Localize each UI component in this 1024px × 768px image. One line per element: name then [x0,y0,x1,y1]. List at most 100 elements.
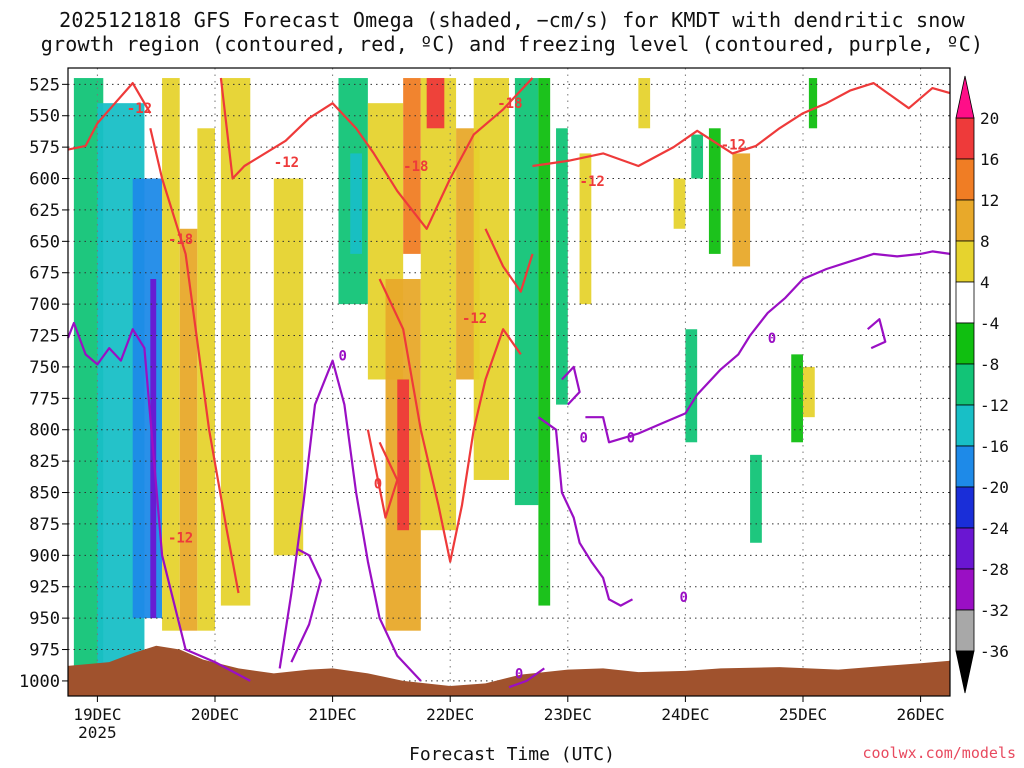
x-tick-label-6: 25DEC [779,705,827,724]
freezing-contour-0 [66,321,251,682]
omega-cell-21 [556,128,568,405]
y-tick-label-7: 700 [29,295,60,315]
contour-label-11: 0 [580,430,588,446]
y-tick-label-10: 775 [29,389,60,409]
colorbar-bin-10 [955,527,975,570]
x-axis-label: Forecast Time (UTC) [409,744,615,765]
dgz-contour-4 [378,278,522,563]
omega-cell-25 [685,329,698,443]
contour-label-8: -12 [580,174,605,190]
omega-cell-14 [403,78,421,254]
colorbar-top-cap [955,75,975,119]
dgz-contour-2 [219,77,534,230]
y-tick-label-17: 950 [29,609,60,629]
freezing-contour-6 [561,365,581,406]
contour-label-5: 0 [374,477,382,493]
colorbar-label-9: -20 [980,478,1009,497]
y-tick-label-9: 750 [29,358,60,378]
contour-label-9: -12 [721,138,746,154]
colorbar-label-5: -4 [980,314,999,333]
colorbar-label-7: -12 [980,396,1009,415]
omega-cell-27 [708,128,721,254]
freezing-contour-3 [508,667,545,689]
y-tick-label-15: 900 [29,546,60,566]
freezing-contour-7 [866,318,887,350]
colorbar-label-13: -36 [980,642,1009,661]
omega-cell-28 [732,153,751,267]
freezing-contour-5 [585,250,951,444]
y-tick-label-14: 875 [29,515,60,535]
y-tick-label-18: 975 [29,641,60,661]
contour-label-4: -18 [403,159,428,175]
grid [68,68,950,696]
omega-cell-29 [750,454,762,543]
contour-label-15: 0 [338,349,346,365]
omega-cell-19 [514,78,539,506]
contour-label-3: -12 [274,155,299,171]
x-year-label: 2025 [78,723,117,742]
contour-label-13: 0 [680,590,688,606]
colorbar-label-11: -28 [980,560,1009,579]
y-tick-label-19: 1000 [19,672,60,692]
colorbar-label-2: 12 [980,191,999,210]
dgz-contour-3 [532,81,951,168]
omega-cell-16 [426,78,445,129]
colorbar-bin-2 [955,199,975,242]
y-tick-label-0: 525 [29,75,60,95]
colorbar: 20 16 12 8 4 -4 -8 -12 -16 -20 -24 -28 -32 -36 [955,75,1009,694]
colorbar-label-0: 20 [980,109,999,128]
contour-label-10: 0 [515,666,523,682]
axes: 525 550 575 600 625 650 675 700 725 750 775 800 825 8… [19,67,951,742]
colorbar-label-8: -16 [980,437,1009,456]
contour-label-12: 0 [627,430,635,446]
omega-cell-24 [673,178,686,229]
y-tick-label-8: 725 [29,327,60,347]
colorbar-bin-6 [955,363,975,406]
omega-cell-4 [162,78,180,631]
omega-cell-10 [350,153,362,254]
omega-cell-31 [803,366,815,418]
colorbar-bin-0 [955,117,975,160]
dgz-contours [67,77,951,594]
colorbar-label-6: -8 [980,355,999,374]
x-tick-label-0: 19DEC [73,705,121,724]
terrain [68,645,950,696]
contour-label-6: -12 [462,311,487,327]
omega-cell-26 [691,134,704,179]
omega-cell-18 [473,78,509,480]
colorbar-bin-8 [955,445,975,488]
contour-label-1: -18 [168,232,193,248]
contour-label-2: -12 [168,531,193,547]
y-tick-label-5: 650 [29,232,60,252]
y-tick-label-12: 825 [29,452,60,472]
freezing-level-contours [66,250,951,689]
y-tick-label-16: 925 [29,578,60,598]
colorbar-bin-5 [955,322,975,365]
colorbar-label-3: 8 [980,232,990,251]
omega-shading [73,78,818,681]
omega-cell-32 [808,78,818,129]
chart-title-line-2: growth region (contoured, red, ºC) and f… [40,32,984,56]
y-tick-label-1: 550 [29,107,60,127]
omega-cell-2 [132,178,163,619]
colorbar-label-1: 16 [980,150,999,169]
x-tick-label-4: 23DEC [544,705,592,724]
dgz-contour-6 [484,228,534,293]
colorbar-bin-11 [955,568,975,611]
site-credit-link[interactable]: coolwx.com/models [862,744,1016,762]
contour-label-7: -18 [497,96,522,112]
colorbar-bin-3 [955,240,975,283]
freezing-contour-2 [290,548,322,663]
freezing-contour-1 [278,359,422,682]
x-tick-label-7: 26DEC [897,705,945,724]
x-tick-label-5: 24DEC [661,705,709,724]
colorbar-bin-1 [955,158,975,201]
x-tick-label-2: 21DEC [309,705,357,724]
omega-cell-22 [579,153,592,305]
colorbar-bin-7 [955,404,975,447]
dgz-contour-5 [366,429,399,519]
colorbar-bottom-cap [955,650,975,694]
omega-cell-17 [456,128,480,380]
chart-title-line-1: 2025121818 GFS Forecast Omega (shaded, −… [59,8,965,32]
